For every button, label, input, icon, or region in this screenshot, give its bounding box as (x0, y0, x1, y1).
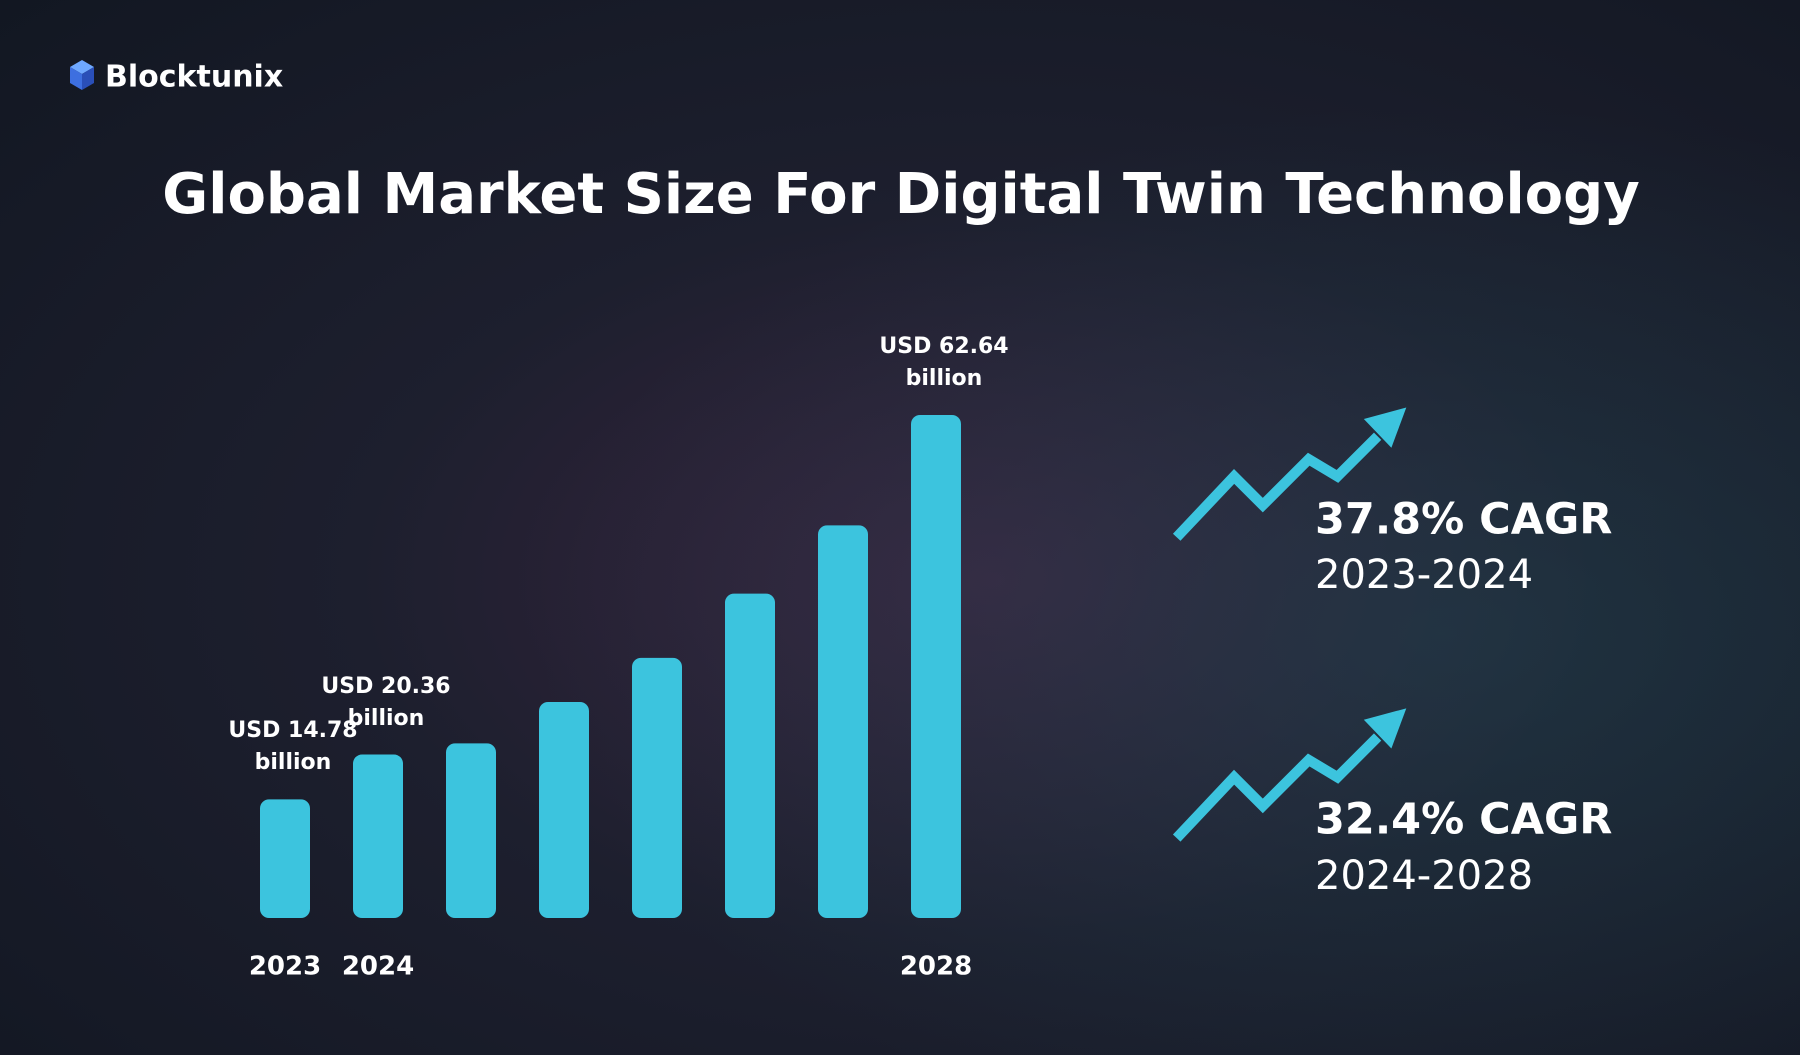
cagr-period: 2023-2024 (1315, 552, 1533, 598)
bar (539, 701, 589, 918)
brand-name: Blocktunix (105, 60, 283, 95)
logo: Blocktunix (70, 60, 283, 95)
bar (911, 415, 961, 918)
value-label: USD 20.36 billion (321, 673, 451, 731)
bar (725, 593, 775, 918)
value-label: USD 62.64 billion (879, 334, 1009, 391)
cagr-headline: 32.4% CAGR (1315, 795, 1612, 845)
x-tick-label: 2023 (249, 952, 321, 982)
bar (818, 525, 868, 918)
x-tick-label: 2024 (342, 952, 414, 982)
cagr-period: 2024-2028 (1315, 853, 1533, 899)
bar (353, 754, 403, 918)
trend-arrows (1172, 407, 1407, 842)
bar (260, 799, 310, 918)
bar (632, 657, 682, 918)
chart-title: Global Market Size For Digital Twin Tech… (162, 162, 1639, 227)
cagr-headline: 37.8% CAGR (1315, 495, 1612, 545)
value-label: USD 14.78 billion (228, 718, 358, 776)
bar (446, 743, 496, 918)
x-tick-label: 2028 (900, 952, 972, 982)
